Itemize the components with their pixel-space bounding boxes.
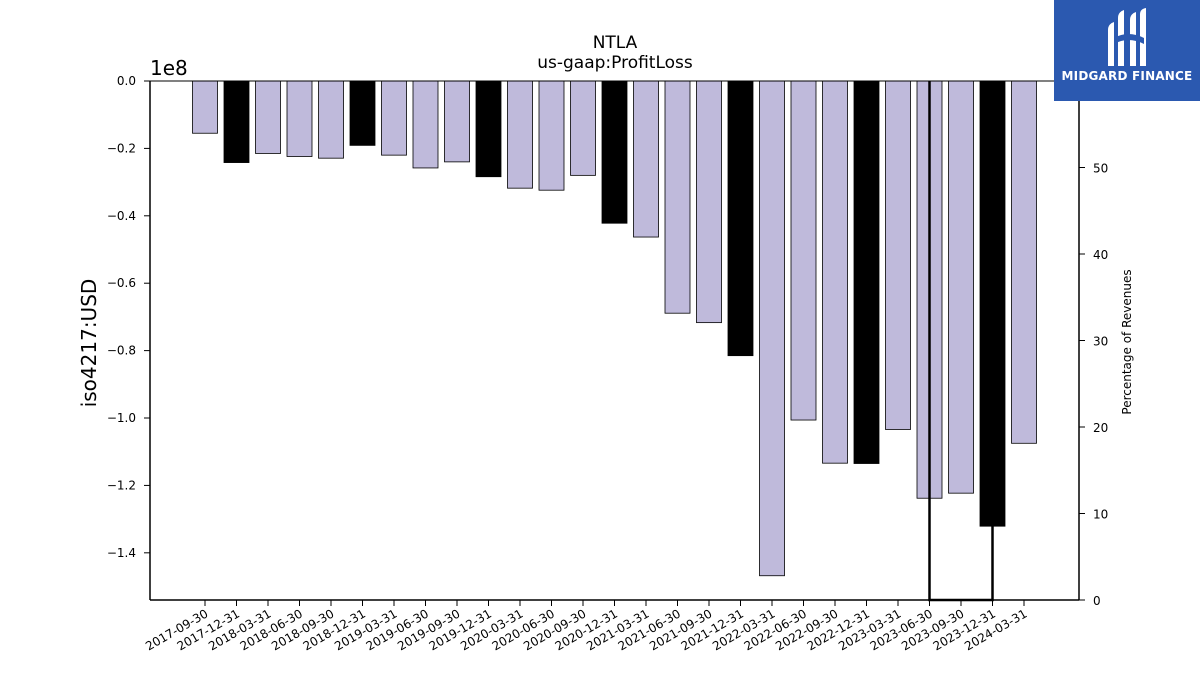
bar-2021-09-30 (696, 80, 722, 324)
bar-2019-03-31 (381, 80, 407, 156)
y-tick-label: −0.8 (107, 344, 136, 358)
y-axis-label: iso4217:USD (77, 279, 101, 408)
y2-tick-label: 0 (1093, 594, 1101, 608)
y2-tick-label: 10 (1093, 508, 1108, 522)
midgard-finance-logo: MIDGARD FINANCE (1054, 0, 1200, 101)
bar-2020-12-31 (601, 80, 628, 224)
bar-2022-12-31 (853, 80, 880, 464)
bar-2024-03-31 (1011, 80, 1037, 444)
y-tick-label: 0.0 (117, 74, 136, 88)
bar-2019-09-30 (444, 80, 470, 163)
bar-2020-09-30 (570, 80, 596, 176)
bar-2021-06-30 (664, 80, 691, 314)
bar-2019-06-30 (412, 80, 439, 169)
bar-2020-03-31 (507, 80, 533, 189)
y-offset-label: 1e8 (150, 56, 188, 80)
axes-group: 0.0 −0.2 −0.4 −0.6 −0.8 −1.0 −1.2 −1.4 0 10 20 30 40… (107, 74, 1108, 653)
y2-tick-label: 20 (1093, 421, 1108, 435)
bar-2022-06-30 (790, 80, 817, 421)
bar-2022-03-31 (759, 80, 785, 577)
logo-text: MIDGARD FINANCE (1061, 69, 1193, 83)
y-tick-label: −0.2 (107, 141, 136, 155)
bar-2018-09-30 (318, 80, 344, 159)
bar-2019-12-31 (475, 80, 502, 178)
bar-2022-09-30 (822, 80, 848, 464)
y-tick-label: −1.2 (107, 478, 136, 492)
bar-2017-12-31 (223, 80, 250, 163)
bar-2018-06-30 (286, 80, 313, 157)
y2-tick-label: 30 (1093, 335, 1108, 349)
y-tick-label: −1.4 (107, 546, 136, 560)
bar-2018-03-31 (255, 80, 281, 154)
y-tick-label: −0.4 (107, 209, 136, 223)
midgard-logo-icon (1108, 8, 1146, 66)
chart-title: NTLA (593, 33, 638, 53)
bar-2021-03-31 (633, 80, 659, 238)
bar-2017-09-30 (192, 80, 218, 134)
y2-tick-label: 50 (1093, 162, 1108, 176)
chart-subtitle: us-gaap:ProfitLoss (537, 53, 693, 73)
bar-2023-09-30 (948, 80, 974, 494)
bar-2020-06-30 (538, 80, 565, 191)
y-tick-label: −0.6 (107, 276, 136, 290)
y2-axis-label: Percentage of Revenues (1120, 269, 1134, 414)
y-tick-label: −1.0 (107, 411, 136, 425)
bars-group (192, 80, 1037, 577)
bar-2023-03-31 (885, 80, 911, 430)
y2-tick-label: 40 (1093, 248, 1108, 262)
bar-2018-12-31 (349, 80, 376, 146)
bar-2021-12-31 (727, 80, 754, 357)
